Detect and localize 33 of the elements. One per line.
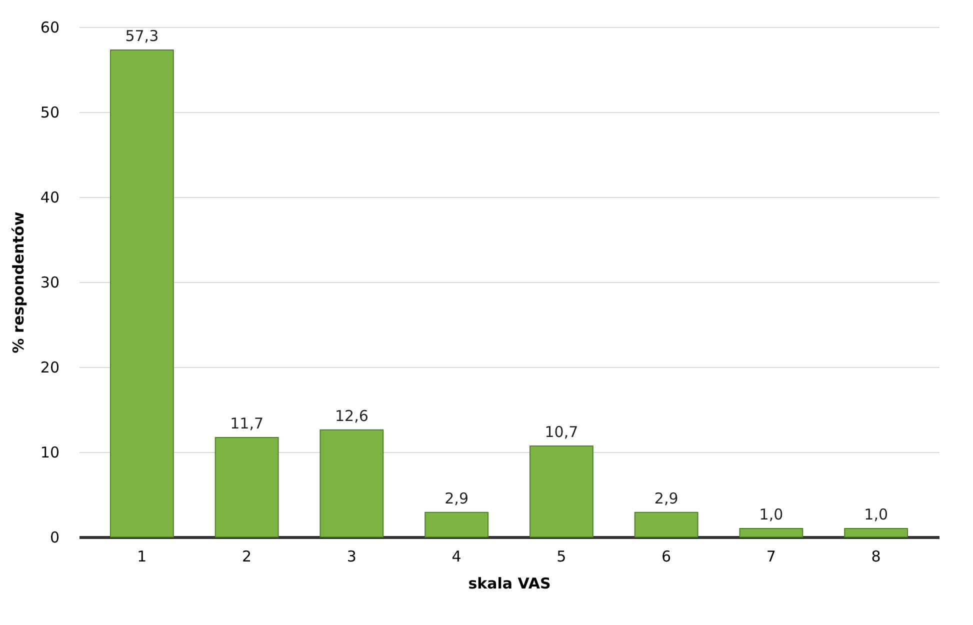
data-label: 12,6 (334, 406, 368, 425)
data-label: 11,7 (230, 414, 264, 433)
x-tick-label: 4 (452, 548, 462, 566)
data-label: 2,9 (444, 489, 468, 508)
x-tick-label: 7 (766, 548, 776, 566)
data-label: 10,7 (544, 423, 578, 442)
x-tick-label: 3 (346, 548, 356, 566)
y-axis-title: % respondentów (9, 212, 28, 354)
bar (739, 528, 804, 538)
bar (844, 528, 908, 538)
x-tick-label: 6 (662, 548, 672, 566)
bar (110, 49, 174, 538)
bar (424, 512, 489, 538)
data-label: 2,9 (654, 489, 678, 508)
x-axis-title: skala VAS (468, 574, 551, 592)
data-label: 1,0 (759, 506, 784, 524)
y-tick-label: 40 (40, 188, 60, 206)
y-tick-label: 20 (40, 358, 60, 376)
x-tick-label: 1 (137, 548, 147, 566)
data-label: 57,3 (125, 26, 159, 45)
bar (634, 512, 698, 538)
y-tick-label: 60 (40, 18, 60, 36)
x-tick-label: 2 (242, 548, 252, 566)
y-tick-label: 50 (40, 104, 60, 122)
x-tick-label: 8 (871, 548, 881, 566)
y-tick-label: 10 (40, 444, 60, 462)
bar (214, 437, 279, 538)
y-tick-label: 30 (40, 274, 60, 292)
data-label: 1,0 (864, 506, 888, 524)
bar (320, 429, 384, 538)
bar (529, 446, 594, 538)
x-tick-label: 5 (556, 548, 566, 566)
y-tick-label: 0 (50, 528, 60, 546)
